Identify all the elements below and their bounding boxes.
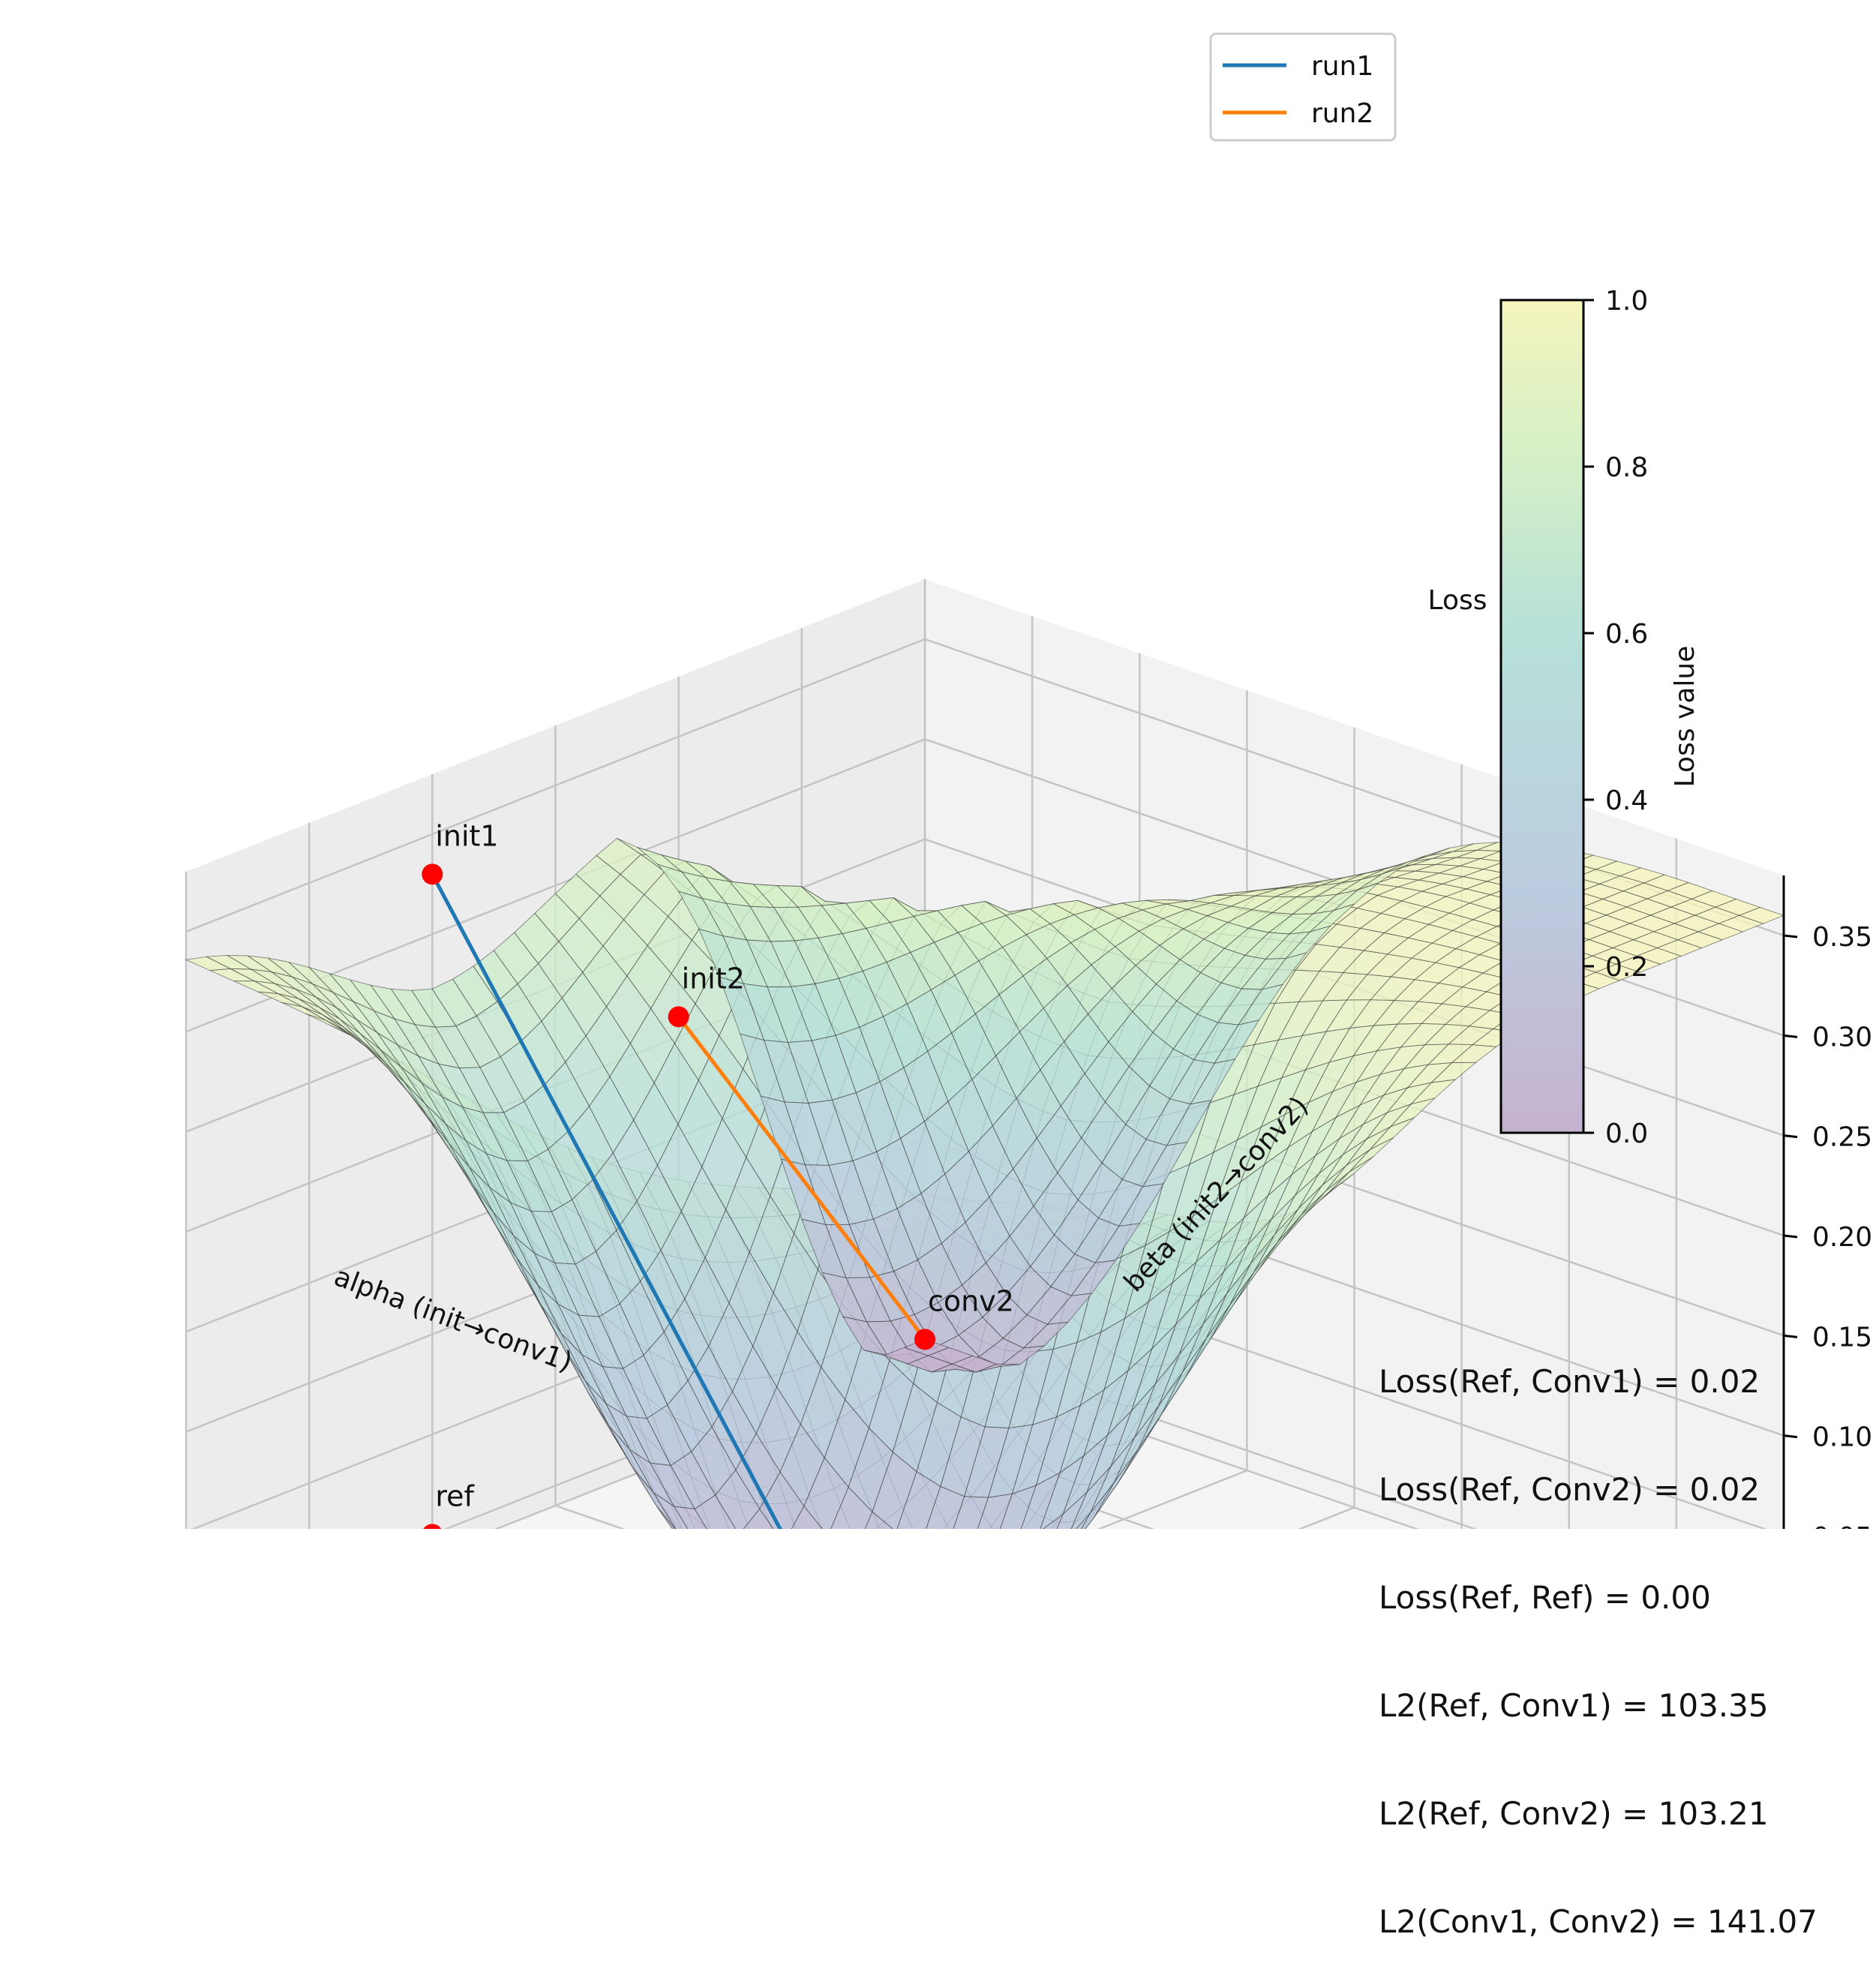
z-tick: [1783, 1034, 1798, 1038]
point-conv2: [914, 1329, 935, 1350]
surface-patch: [656, 1506, 676, 1529]
point-label-init1: init1: [435, 819, 498, 852]
chart-figure: init1init2conv1conv2ref 0.000.250.500.75…: [185, 32, 1872, 1529]
grid-line: [185, 638, 926, 933]
stat-line: Loss(Ref, Ref) = 0.00: [1379, 1579, 1711, 1616]
surface-patch: [694, 1494, 737, 1529]
z-tick-label: 0.15: [1812, 1322, 1872, 1353]
colorbar-ticks: 0.0 0.2 0.4 0.6 0.8 1.0: [1583, 286, 1648, 1149]
colorbar-tick-label: 0.0: [1605, 1119, 1648, 1149]
point-init2: [668, 1006, 689, 1028]
colorbar-tick-label: 0.2: [1605, 952, 1648, 983]
trajectory-run1: [431, 873, 782, 1529]
legend-run2-label: run2: [1311, 98, 1373, 129]
point-label-init2: init2: [682, 962, 745, 995]
z-tick-label: 0.30: [1812, 1022, 1872, 1053]
surface-patch: [653, 1492, 689, 1529]
stat-line: L2(Ref, Conv2) = 103.21: [1379, 1795, 1769, 1832]
z-tick: [1783, 934, 1798, 938]
z-tick-label: 0.35: [1812, 922, 1872, 953]
z-tick: [1783, 1334, 1798, 1338]
z-tick-label: 0.25: [1812, 1122, 1872, 1153]
colorbar-gradient: [1499, 299, 1585, 1134]
colorbar-tick-label: 1.0: [1605, 286, 1648, 317]
z-axis-label: Loss: [1428, 585, 1487, 616]
colorbar-label: Loss value: [1670, 646, 1700, 788]
stats-panel: Loss(Ref, Conv1) = 0.02 Loss(Ref, Conv2)…: [1379, 1292, 1817, 1976]
trajectory-run2: [677, 1015, 926, 1341]
colorbar-tick-label: 0.8: [1605, 452, 1648, 483]
colorbar-tick-label: 0.4: [1605, 785, 1648, 816]
point-label-ref: ref: [435, 1479, 475, 1512]
surface-patch: [824, 1398, 869, 1488]
z-tick: [1783, 1134, 1798, 1139]
trajectory-lines: [431, 873, 926, 1529]
axis-lines: 0.000.250.500.751.001.251.501.752.00−1.0…: [1782, 875, 1872, 1529]
trajectory-points: init1init2conv1conv2ref: [422, 819, 1014, 1529]
z-tick: [1783, 1434, 1798, 1439]
loss-surface: [185, 837, 1785, 1529]
z-tick-label: 0.20: [1812, 1222, 1872, 1253]
legend: run1 run2: [1209, 32, 1397, 142]
z-tick-label: 0.05: [1812, 1522, 1872, 1529]
surface-patch: [632, 1468, 677, 1529]
surface-patch: [743, 1508, 774, 1529]
surface-patch: [673, 1506, 707, 1529]
stat-line: L2(Ref, Conv1) = 103.35: [1379, 1687, 1769, 1724]
z-tick: [1783, 1234, 1798, 1239]
stat-line: L2(Conv1, Conv2) = 141.07: [1379, 1903, 1817, 1940]
surface-patch: [791, 1505, 823, 1529]
legend-run1-label: run1: [1311, 51, 1373, 82]
stat-line: Loss(Ref, Conv1) = 0.02: [1379, 1363, 1760, 1400]
point-label-conv2: conv2: [928, 1284, 1014, 1317]
point-ref: [423, 1524, 442, 1529]
point-init1: [422, 863, 443, 885]
stat-line: Loss(Ref, Conv2) = 0.02: [1379, 1471, 1760, 1508]
colorbar-tick-label: 0.6: [1605, 619, 1648, 650]
z-tick-label: 0.10: [1812, 1422, 1872, 1453]
colorbar: 0.0 0.2 0.4 0.6 0.8 1.0 Loss value: [1499, 286, 1700, 1149]
